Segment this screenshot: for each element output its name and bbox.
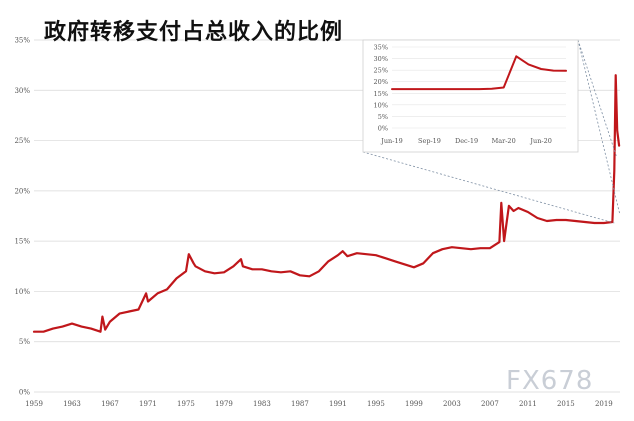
zoom-connector-line: [577, 39, 617, 157]
inset-x-tick-label: Dec-19: [455, 137, 478, 145]
main-x-tick-label: 2019: [595, 400, 613, 408]
zoom-connector-line: [577, 39, 621, 216]
main-x-tick-label: 1963: [63, 400, 81, 408]
inset-x-tick-label: Jun-19: [380, 137, 402, 145]
inset-y-tick-labels: 0% 5% 10% 15% 20% 25% 30% 35%: [374, 44, 388, 133]
inset-y-tick-label: 5%: [378, 113, 388, 121]
main-gridlines: [34, 39, 620, 393]
main-x-tick-label: 1975: [177, 400, 195, 408]
main-x-tick-label: 1995: [367, 400, 385, 408]
inset-y-tick-label: 20%: [374, 78, 388, 86]
main-x-tick-label: 1999: [405, 400, 423, 408]
main-x-tick-label: 1983: [253, 400, 271, 408]
inset-y-tick-label: 10%: [374, 101, 388, 109]
inset-background: [362, 39, 579, 153]
inset-x-tick-labels: Jun-19 Sep-19 Dec-19 Mar-20 Jun-20: [380, 137, 552, 145]
main-x-tick-label: 1971: [139, 400, 157, 408]
main-y-tick-label: 30%: [14, 87, 30, 95]
inset-y-tick-label: 35%: [374, 44, 388, 52]
main-y-tick-label: 5%: [19, 338, 30, 346]
page-title: 政府转移支付占总收入的比例: [44, 20, 344, 45]
main-x-tick-label: 2011: [519, 400, 537, 408]
main-x-tick-label: 2003: [443, 400, 461, 408]
main-x-tick-label: 1991: [329, 400, 347, 408]
main-y-tick-label: 25%: [14, 137, 30, 145]
main-x-tick-label: 1959: [25, 400, 43, 408]
inset-series: [391, 55, 567, 91]
main-y-tick-label: 20%: [14, 187, 30, 195]
main-y-tick-labels: 0% 5% 10% 15% 20% 25% 30% 35%: [14, 37, 30, 397]
main-series-line: [32, 74, 621, 333]
main-x-tick-label: 1987: [291, 400, 309, 408]
inset-x-tick-label: Sep-19: [418, 137, 441, 145]
main-y-tick-label: 35%: [14, 37, 30, 45]
watermark: FX678: [506, 366, 594, 396]
inset-y-tick-label: 15%: [374, 90, 388, 98]
main-y-tick-label: 10%: [14, 288, 30, 296]
main-y-tick-label: 15%: [14, 238, 30, 246]
main-x-tick-label: 2007: [481, 400, 499, 408]
inset-gridlines: [392, 46, 566, 129]
zoom-connector-lines: [362, 39, 621, 224]
inset-chart: Jun-19 Sep-19 Dec-19 Mar-20 Jun-20 0% 5% 10% 15…: [362, 39, 579, 153]
main-x-tick-label: 1979: [215, 400, 233, 408]
inset-y-tick-label: 25%: [374, 67, 388, 75]
inset-x-tick-label: Jun-20: [529, 137, 551, 145]
inset-y-tick-label: 30%: [374, 55, 388, 63]
inset-series-line: [391, 55, 567, 91]
main-y-tick-label: 0%: [19, 389, 30, 397]
zoom-connector-line: [362, 151, 615, 224]
inset-y-tick-label: 0%: [378, 125, 388, 133]
main-series: [32, 74, 621, 333]
main-x-tick-label: 1967: [101, 400, 119, 408]
main-x-tick-labels: 1959 1963 1967 1971 1975 1979 1983 1987 1991 1995…: [25, 400, 613, 408]
inset-x-tick-label: Mar-20: [492, 137, 516, 145]
main-x-tick-label: 2015: [557, 400, 575, 408]
